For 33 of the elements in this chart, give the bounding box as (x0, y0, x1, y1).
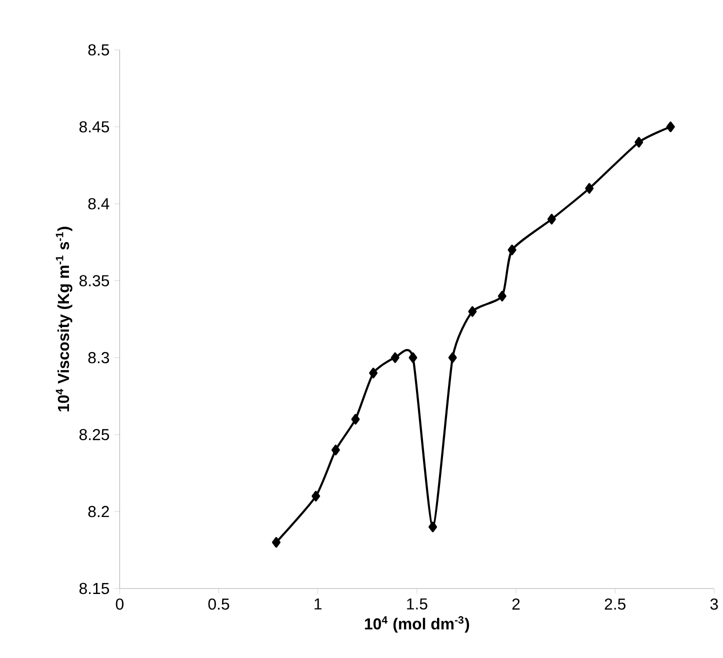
point (408, 352, 418, 363)
x-tick-label: 0.5 (208, 598, 230, 610)
point (547, 214, 556, 224)
point (448, 352, 457, 363)
point (331, 444, 340, 456)
point (390, 352, 400, 363)
y-tick-label: 8.25 (79, 428, 110, 440)
x-tick-label: 1 (314, 598, 322, 610)
y-tick-label: 8.4 (88, 198, 110, 210)
y-tick-label: 8.15 (79, 582, 110, 594)
x-tick-label: 3 (710, 598, 718, 610)
y-tick-label: 8.45 (79, 121, 110, 132)
y-axis-title: 10$^{4}$ Viscosity (Kg m$^{-1}$ s$^{-1}$) (56, 226, 72, 412)
x-axis-title: 10$^{4}$ (mol dm$^{-3}$) (364, 616, 470, 632)
point (468, 306, 477, 317)
point (312, 490, 320, 502)
point (508, 244, 516, 256)
x-tick-label: 2 (512, 598, 520, 610)
y-tick-label: 8.5 (88, 44, 110, 56)
point (369, 368, 378, 378)
point (666, 121, 675, 132)
y-tick-label: 8.2 (88, 506, 109, 518)
x-tick-label: 0 (116, 598, 124, 610)
y-tick-label: 8.35 (79, 274, 110, 286)
point (498, 290, 506, 302)
point (272, 536, 280, 548)
y-tick-label: 8.3 (88, 352, 110, 364)
point (634, 136, 644, 148)
x-tick-label: 1.5 (407, 598, 428, 610)
point (585, 182, 594, 194)
x-tick-label: 2.5 (604, 598, 626, 610)
point (428, 521, 438, 532)
point (351, 414, 360, 424)
